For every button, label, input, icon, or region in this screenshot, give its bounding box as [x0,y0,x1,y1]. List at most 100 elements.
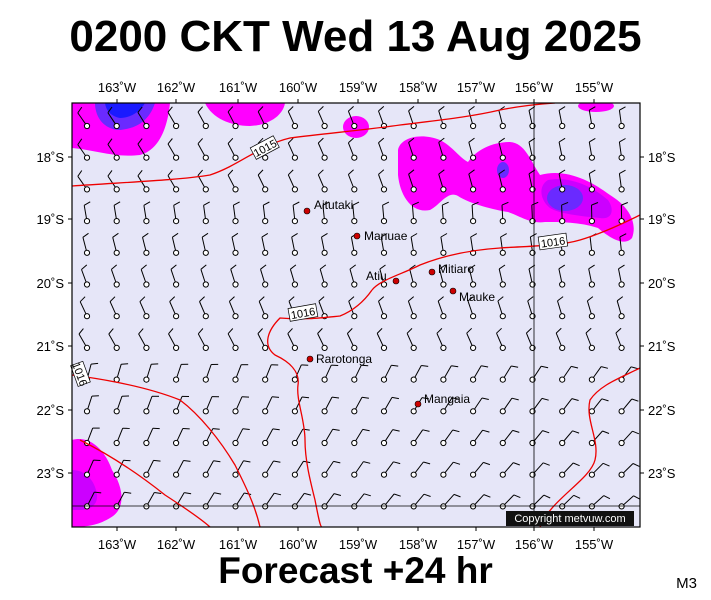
wind-barb-feather [558,169,566,175]
wind-barb-shaft [468,110,473,124]
wind-barb-shaft [235,364,242,378]
wind-barb-shaft [176,396,183,410]
wind-barb-station [380,249,388,256]
wind-barb-station [143,376,150,383]
wind-barb-feather [558,106,566,111]
wind-barb-station [351,439,358,447]
wind-barb-feather [258,296,265,302]
wind-barb-shaft [352,205,355,219]
wind-barb-feather [137,169,143,177]
lon-label-top: 156˚W [515,80,554,95]
place-label-mitiaro: Mitiaro [438,262,474,276]
wind-barb-station [173,408,180,415]
wind-barb-shaft [348,301,354,314]
wind-barb-feather [588,264,595,270]
wind-barb-feather [230,264,237,270]
wind-barb-feather [543,462,550,466]
axis-ticks [68,99,644,531]
wind-barb-shaft [295,428,304,441]
wind-barb-feather [271,396,280,398]
wind-barb-feather [467,296,474,302]
wind-barb-feather [288,296,295,302]
wind-barb-feather [378,106,385,112]
wind-barb-shaft [355,461,364,473]
wind-barb-station [83,218,91,225]
wind-barb-feather [378,296,385,302]
wind-barb-feather [378,137,385,144]
isobar-1015 [72,103,556,187]
wind-barb-station [588,313,596,320]
wind-barb-feather [318,296,325,302]
wind-barb-feather [77,170,83,177]
wind-barb-station [351,218,358,225]
wind-barb-shaft [379,268,384,283]
wind-barb-station [262,122,269,130]
wind-barb-shaft [87,363,92,378]
wind-barb-shaft [498,173,503,188]
wind-barb-station [202,218,209,225]
wind-barb-station [351,408,358,415]
wind-barb-station [262,344,269,351]
wind-barb-feather [113,201,121,206]
wind-barb-feather [497,296,504,302]
wind-barb-station [470,408,477,415]
wind-barb-shaft [498,110,503,124]
wind-barb-feather [77,106,83,114]
wind-barb-feather [287,169,294,176]
wind-barb-shaft [260,269,265,283]
wind-barb-shaft [527,300,533,314]
wind-barb-shaft [167,175,176,188]
lon-label-bottom: 158˚W [399,537,438,552]
wind-barb-feather [287,137,294,144]
wind-barb-shaft [504,430,513,442]
lat-label-left: 19˚S [37,212,65,227]
wind-barb-shaft [525,332,532,346]
wind-barb-shaft [385,493,395,505]
place-dot-rarotonga [306,355,314,363]
wind-barb-shaft [528,268,533,283]
wind-barb-feather [421,365,429,367]
wind-barb-feather [233,201,240,206]
wind-barb-station [410,408,417,415]
wind-barb-feather [466,327,473,334]
wind-barb-shaft [623,495,634,506]
wind-barb-feather [501,201,509,206]
wind-barb-station [470,376,477,383]
wind-barb-feather [167,106,173,113]
wind-barb-feather [121,363,129,365]
wind-barb-shaft [498,142,503,156]
lat-label-left: 23˚S [37,466,65,481]
wind-barb-feather [197,169,203,176]
wind-barb-station [588,249,596,256]
wind-barb-station [618,313,625,320]
wind-barb-feather [257,169,264,176]
wind-barb-shaft [171,237,176,251]
wind-barb-station [262,313,269,320]
wind-barb-shaft [408,174,414,188]
wind-barb-station [173,376,180,383]
wind-barb-feather [94,491,102,494]
wind-barb-feather [82,232,89,238]
wind-barb-feather [260,264,267,270]
wind-barb-station [559,344,566,351]
wind-barb-station [143,281,150,288]
wind-barb-shaft [139,301,146,315]
wind-barb-shaft [468,268,473,283]
wind-barb-feather [348,137,354,144]
wind-barb-station [173,281,180,288]
wind-barb-station [499,218,506,225]
wind-barb-feather [498,169,505,175]
lon-label-bottom: 155˚W [575,537,614,552]
wind-barb-feather [197,106,203,113]
wind-barb-shaft [169,301,176,315]
wind-barb-station [173,122,180,130]
lon-label-top: 158˚W [399,80,438,95]
wind-barb-feather [451,365,459,368]
wind-barb-shaft [529,236,533,251]
wind-barb-station [83,408,91,415]
wind-barb-shaft [355,429,364,442]
wind-barb-feather [227,169,234,176]
wind-barb-station [83,471,91,478]
wind-barb-shaft [173,205,177,219]
wind-barb-feather [139,296,146,302]
